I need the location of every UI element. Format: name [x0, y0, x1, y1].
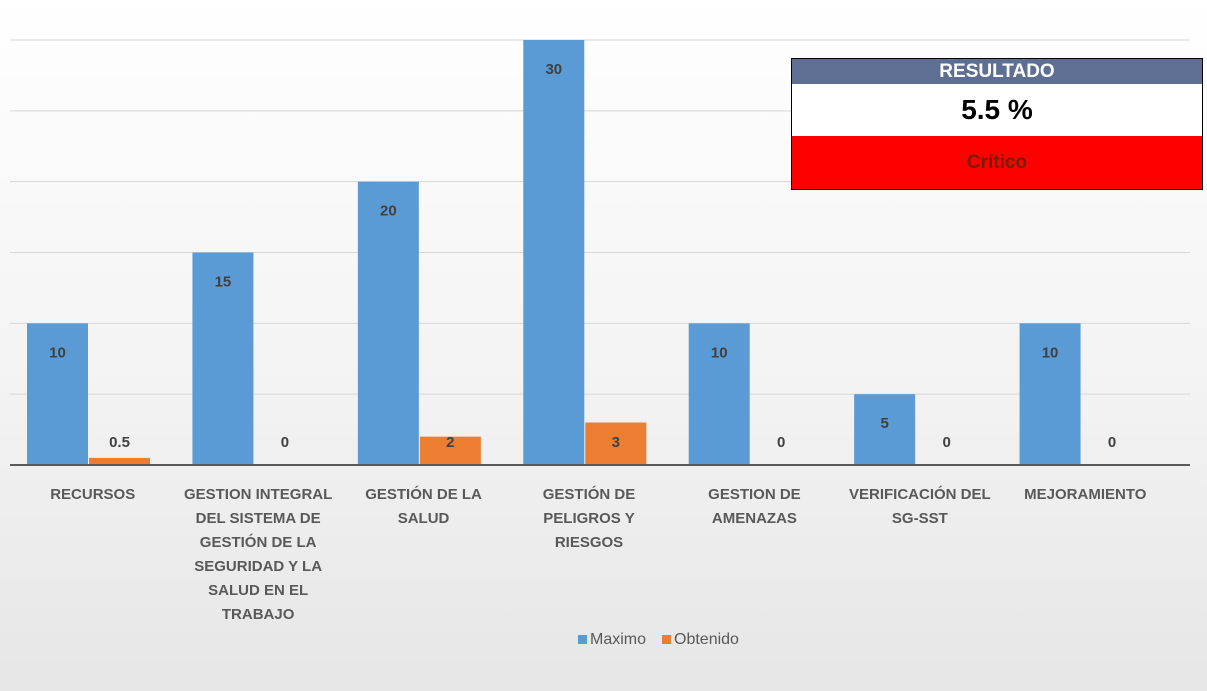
- data-label: 10: [711, 344, 728, 361]
- result-status: Crítico: [792, 136, 1202, 189]
- bar: [854, 394, 916, 465]
- bar: [357, 181, 419, 465]
- bar: [89, 457, 150, 465]
- bar: [27, 323, 88, 465]
- data-label: 15: [215, 273, 232, 290]
- result-value: 5.5 %: [792, 84, 1202, 136]
- legend-swatch: [578, 635, 587, 644]
- data-label: 0: [281, 434, 289, 451]
- bar: [192, 252, 254, 465]
- legend-swatch: [662, 635, 672, 644]
- x-tick-label: RECURSOS: [50, 486, 136, 503]
- data-label: 20: [380, 203, 397, 220]
- result-title: RESULTADO: [792, 59, 1202, 84]
- x-tick-label: GESTIÓN DE PELIGROS Y RIESGOS: [542, 486, 636, 551]
- x-tick-label: MEJORAMIENTO: [1024, 486, 1147, 503]
- data-label: 5: [880, 415, 888, 432]
- bar: [419, 436, 481, 465]
- x-tick-label: GESTIÓN DE LA SALUD: [365, 486, 482, 527]
- data-label: 3: [612, 434, 620, 451]
- result-box: RESULTADO 5.5 % Crítico: [791, 58, 1203, 190]
- data-label: 10: [49, 344, 66, 361]
- data-label: 10: [1042, 344, 1059, 361]
- bar: [1019, 323, 1081, 465]
- bar: [523, 40, 585, 465]
- x-tick-label: VERIFICACIÓN DEL SG-SST: [849, 486, 991, 527]
- data-label: 30: [545, 61, 562, 78]
- data-label: 2: [446, 434, 454, 451]
- x-tick-label: GESTION INTEGRAL DEL SISTEMA DE GESTIÓN …: [183, 486, 333, 623]
- legend-label: Obtenido: [674, 631, 739, 648]
- data-label: 0: [942, 434, 950, 451]
- bar: [585, 422, 647, 465]
- legend-label: Maximo: [590, 631, 646, 648]
- bar: [688, 323, 750, 465]
- data-label: 0.5: [109, 434, 130, 451]
- x-tick-label: GESTION DE AMENAZAS: [708, 486, 801, 527]
- data-label: 0: [1108, 434, 1116, 451]
- data-label: 0: [777, 434, 785, 451]
